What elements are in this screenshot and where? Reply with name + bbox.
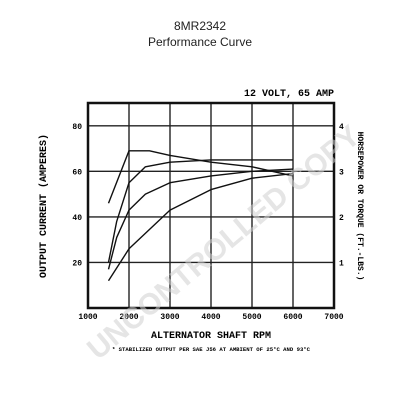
series-line-3: [107, 150, 294, 204]
plot-frame: [86, 101, 336, 310]
series-line-2: [107, 168, 294, 270]
y-tick-label: 20: [72, 259, 82, 268]
x-tick-label: 5000: [242, 313, 261, 322]
y2-tick-label: 2: [339, 214, 344, 223]
y-tick-label: 80: [72, 123, 82, 132]
x-tick-label: 7000: [324, 313, 343, 322]
series-layer: [107, 150, 294, 282]
y-axis-label: OUTPUT CURRENT (AMPERES): [38, 134, 50, 278]
x-tick-label: 3000: [160, 313, 179, 322]
y2-tick-label: 1: [339, 259, 344, 268]
chart-grid: [87, 103, 335, 308]
y2-tick-label: 4: [339, 123, 344, 132]
tick-labels: 1000 2000 3000 4000 5000 6000 7000 20 40 60 80 1 2 3 4: [72, 123, 344, 322]
x-tick-label: 2000: [119, 313, 138, 322]
x-tick-label: 1000: [78, 313, 97, 322]
y-tick-label: 60: [72, 168, 82, 177]
series-line-1: [107, 159, 293, 263]
uncontrolled-copy-watermark: UNCONTROLLED COPY: [81, 119, 366, 366]
y2-axis-label: HORSEPOWER OR TORQUE (FT.-LBS.): [355, 132, 364, 281]
chart-subtitle: Performance Curve: [147, 35, 253, 49]
x-tick-label: 6000: [283, 313, 302, 322]
x-axis-label: ALTERNATOR SHAFT RPM: [151, 331, 271, 342]
y2-tick-label: 3: [339, 168, 344, 177]
y-tick-label: 40: [72, 214, 82, 223]
series-line-4: [107, 172, 294, 282]
model-number: 8MR2342: [173, 19, 227, 33]
chart-footnote: * STABILIZED OUTPUT PER SAE J56 AT AMBIE…: [112, 346, 311, 353]
chart-title: 12 VOLT, 65 AMP: [244, 89, 334, 100]
x-tick-label: 4000: [201, 313, 220, 322]
chart-header: 8MR2342 Performance Curve: [0, 18, 400, 50]
